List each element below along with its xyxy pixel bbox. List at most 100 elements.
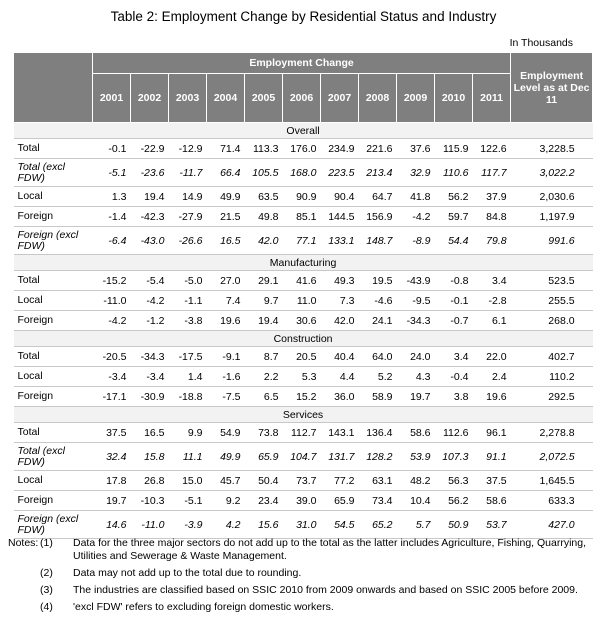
cell-value: 131.7: [320, 442, 359, 471]
cell-value: 45.7: [206, 470, 245, 491]
data-row: Foreign (excl FDW) 14.6 -11.0 -3.9 4.2 15.6 31…: [13, 510, 593, 539]
cell-value: -5.0: [168, 270, 207, 291]
cell-value: 1.3: [92, 186, 131, 207]
cell-value: 85.1: [282, 206, 321, 227]
cell-value: 144.5: [320, 206, 359, 227]
cell-value: 66.4: [206, 158, 245, 187]
row-label: Total: [13, 422, 93, 443]
data-row: Local -3.4 -3.4 1.4 -1.6 2.2 5.3 4.4 5.2 4.3 -0.4 2…: [13, 366, 593, 387]
cell-value: 115.9: [434, 138, 473, 159]
table-header: Employment Change Employment Level as at…: [13, 52, 594, 123]
cell-value: -34.3: [396, 310, 435, 331]
cell-value: 58.6: [396, 422, 435, 443]
cell-value: 64.0: [358, 346, 397, 367]
section-title: Construction: [13, 330, 593, 347]
cell-value: 49.9: [206, 186, 245, 207]
cell-value: 3.4: [472, 270, 511, 291]
cell-value: 54.4: [434, 226, 473, 255]
cell-value: 5.2: [358, 366, 397, 387]
year-header: 2009: [396, 73, 435, 123]
cell-value: 136.4: [358, 422, 397, 443]
cell-value: -9.1: [206, 346, 245, 367]
row-label: Foreign (excl FDW): [13, 226, 93, 255]
cell-value: 11.0: [282, 290, 321, 311]
section-title: Manufacturing: [13, 254, 593, 271]
cell-value: 16.5: [130, 422, 169, 443]
data-row: Foreign (excl FDW) -6.4 -43.0 -26.6 16.5 42.0…: [13, 226, 593, 255]
cell-value: 39.0: [282, 490, 321, 511]
row-label: Local: [13, 290, 93, 311]
section-title: Services: [13, 406, 593, 423]
row-label: Total (excl FDW): [13, 158, 93, 187]
section-row: Services: [13, 406, 593, 423]
cell-value: 15.2: [282, 386, 321, 407]
cell-value: 143.1: [320, 422, 359, 443]
cell-value: 15.0: [168, 470, 207, 491]
data-row: Local -11.0 -4.2 -1.1 7.4 9.7 11.0 7.3 -4.6 -9.5-…: [13, 290, 593, 311]
notes-label: Notes:: [8, 537, 39, 549]
cell-value: 15.8: [130, 442, 169, 471]
cell-value: 37.5: [92, 422, 131, 443]
note-number: (4): [40, 601, 53, 613]
cell-value: 223.5: [320, 158, 359, 187]
header-blank: [13, 52, 93, 123]
cell-value: 117.7: [472, 158, 511, 187]
cell-value: 56.3: [434, 470, 473, 491]
cell-value: 7.4: [206, 290, 245, 311]
cell-value: 6.5: [244, 386, 283, 407]
cell-value: 176.0: [282, 138, 321, 159]
cell-value: 4.2: [206, 510, 245, 539]
note-text: Data for the three major sectors do not …: [73, 537, 587, 562]
cell-value: 1,197.9: [510, 206, 593, 227]
cell-value: -5.4: [130, 270, 169, 291]
table-body: Overall Total -0.1 -22.9 -12.9 71.4 113.3 176.0…: [13, 122, 593, 539]
cell-value: 2,072.5: [510, 442, 593, 471]
cell-value: -43.0: [130, 226, 169, 255]
cell-value: 122.6: [472, 138, 511, 159]
cell-value: 73.4: [358, 490, 397, 511]
cell-value: -1.6: [206, 366, 245, 387]
cell-value: 148.7: [358, 226, 397, 255]
cell-value: 37.6: [396, 138, 435, 159]
row-label: Local: [13, 470, 93, 491]
group-header: Employment Change: [91, 52, 512, 74]
cell-value: 53.7: [472, 510, 511, 539]
unit-label: In Thousands: [509, 37, 573, 49]
cell-value: 79.8: [472, 226, 511, 255]
cell-value: 19.6: [472, 386, 511, 407]
cell-value: 96.1: [472, 422, 511, 443]
section-title: Overall: [13, 122, 593, 139]
data-row: Local 1.3 19.4 14.9 49.9 63.5 90.9 90.4 64.7 41.8…: [13, 186, 593, 207]
cell-value: 7.3: [320, 290, 359, 311]
cell-value: 213.4: [358, 158, 397, 187]
cell-value: 3.8: [434, 386, 473, 407]
row-label: Total (excl FDW): [13, 442, 93, 471]
cell-value: 65.9: [244, 442, 283, 471]
row-label: Local: [13, 366, 93, 387]
cell-value: 49.9: [206, 442, 245, 471]
cell-value: 110.2: [510, 366, 593, 387]
data-row: Total (excl FDW) -5.1 -23.6 -11.7 66.4 105.5 1…: [13, 158, 593, 187]
cell-value: -26.6: [168, 226, 207, 255]
cell-value: 19.4: [130, 186, 169, 207]
note-number: (1): [40, 537, 53, 549]
cell-value: 402.7: [510, 346, 593, 367]
cell-value: -3.8: [168, 310, 207, 331]
cell-value: -27.9: [168, 206, 207, 227]
cell-value: 168.0: [282, 158, 321, 187]
cell-value: -4.2: [92, 310, 131, 331]
cell-value: 19.7: [396, 386, 435, 407]
cell-value: 90.9: [282, 186, 321, 207]
note: Notes: (1) Data for the three major sector…: [8, 537, 600, 563]
cell-value: -22.9: [130, 138, 169, 159]
cell-value: 11.1: [168, 442, 207, 471]
data-row: Foreign -4.2 -1.2 -3.8 19.6 19.4 30.6 42.0 24.1-…: [13, 310, 593, 331]
cell-value: 633.3: [510, 490, 593, 511]
note: (3) The industries are classified based o…: [8, 584, 600, 597]
cell-value: -1.2: [130, 310, 169, 331]
cell-value: -3.4: [130, 366, 169, 387]
cell-value: 26.8: [130, 470, 169, 491]
note-text: Data may not add up to the total due to …: [73, 567, 302, 579]
years-row: 2001 2002 2003 2004 2005 2006 2007 2008 2009 2010…: [14, 73, 593, 123]
